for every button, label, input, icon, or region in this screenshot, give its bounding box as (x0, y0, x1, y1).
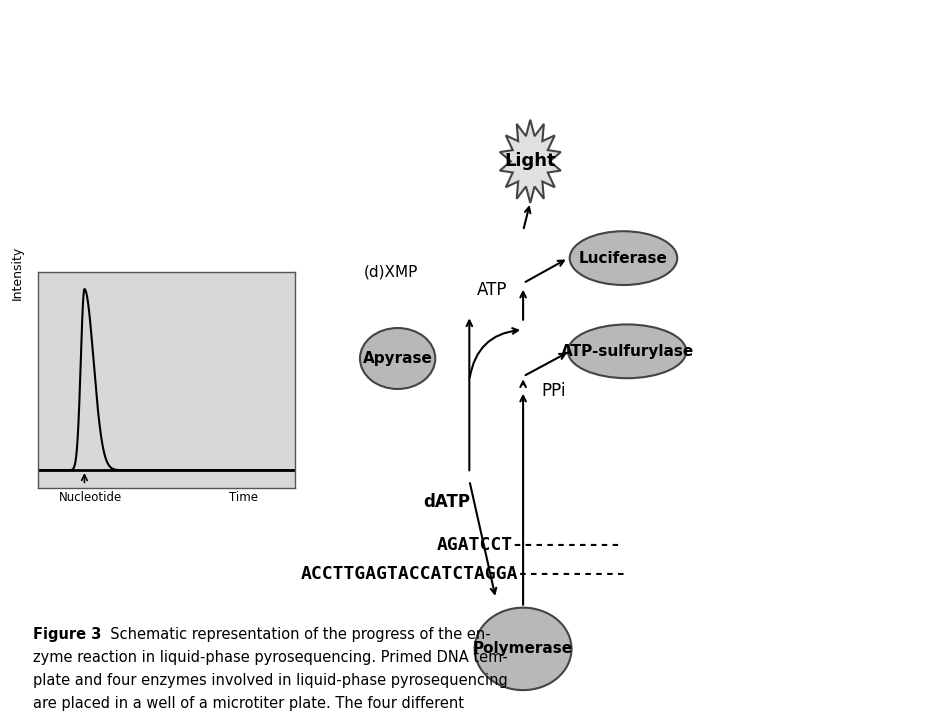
Ellipse shape (360, 328, 435, 389)
Text: Light: Light (504, 152, 556, 171)
Text: Nucleotide: Nucleotide (59, 491, 122, 504)
Text: ACCTTGAGTACCATCTAGGA----------: ACCTTGAGTACCATCTAGGA---------- (301, 564, 626, 583)
Text: zyme reaction in liquid-phase pyrosequencing. Primed DNA tem-: zyme reaction in liquid-phase pyrosequen… (33, 650, 507, 665)
Text: plate and four enzymes involved in liquid-phase pyrosequencing: plate and four enzymes involved in liqui… (33, 673, 507, 688)
Text: Intensity: Intensity (10, 245, 24, 300)
Text: dATP: dATP (423, 493, 469, 511)
Text: are placed in a well of a microtiter plate. The four different: are placed in a well of a microtiter pla… (33, 696, 464, 711)
Text: Polymerase: Polymerase (472, 642, 572, 656)
Text: Luciferase: Luciferase (579, 251, 667, 265)
Ellipse shape (569, 231, 677, 285)
Polygon shape (499, 120, 560, 203)
Text: PPi: PPi (541, 381, 565, 400)
Text: AGATCCT----------: AGATCCT---------- (437, 536, 622, 554)
Ellipse shape (474, 608, 571, 690)
Ellipse shape (567, 324, 685, 379)
Text: Figure 3: Figure 3 (33, 627, 102, 642)
Text: (d)XMP: (d)XMP (363, 265, 417, 280)
Text: ATP-sulfurylase: ATP-sulfurylase (560, 344, 693, 358)
Text: Apyrase: Apyrase (363, 351, 432, 366)
Text: ATP: ATP (476, 281, 506, 300)
Text: Time: Time (228, 491, 257, 504)
Text: Schematic representation of the progress of the en-: Schematic representation of the progress… (101, 627, 490, 642)
